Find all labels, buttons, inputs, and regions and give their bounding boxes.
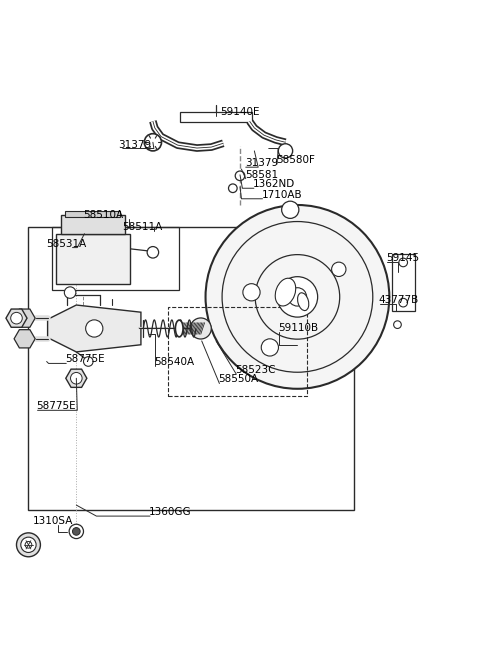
Text: 31379: 31379 [118, 140, 151, 150]
Polygon shape [66, 369, 87, 388]
Text: 58775E: 58775E [65, 354, 105, 364]
Polygon shape [392, 254, 415, 311]
Circle shape [69, 524, 84, 539]
Text: 59145: 59145 [386, 253, 419, 263]
Bar [180, 112, 252, 122]
Text: 43777B: 43777B [379, 295, 419, 305]
Circle shape [278, 144, 293, 158]
Text: 58511A: 58511A [122, 222, 162, 232]
Ellipse shape [275, 278, 296, 306]
Polygon shape [14, 309, 35, 327]
Text: 1310SA: 1310SA [33, 516, 73, 526]
Bar [28, 228, 354, 510]
Bar [168, 308, 307, 396]
Circle shape [147, 247, 158, 258]
Circle shape [16, 533, 40, 557]
Bar [65, 211, 120, 217]
Text: 58581: 58581 [245, 170, 278, 180]
Circle shape [190, 318, 211, 339]
Polygon shape [48, 305, 141, 352]
Text: 58510A: 58510A [84, 210, 124, 220]
Text: 1360GG: 1360GG [149, 507, 192, 517]
Ellipse shape [298, 293, 309, 310]
Circle shape [85, 320, 103, 337]
Circle shape [243, 283, 260, 301]
Text: 58540A: 58540A [154, 358, 194, 367]
Text: 58550A: 58550A [218, 375, 259, 384]
Circle shape [332, 262, 346, 276]
Text: 1362ND: 1362ND [253, 179, 295, 189]
Text: 58580F: 58580F [276, 155, 315, 165]
Circle shape [277, 277, 318, 317]
Circle shape [71, 373, 82, 384]
Text: 59140E: 59140E [220, 108, 260, 117]
Bar [56, 234, 130, 284]
Circle shape [64, 287, 76, 298]
Circle shape [282, 201, 299, 218]
Text: 59110B: 59110B [278, 323, 318, 333]
Circle shape [228, 184, 237, 193]
Polygon shape [6, 309, 27, 327]
Circle shape [288, 288, 307, 306]
Circle shape [261, 338, 278, 356]
Bar [52, 228, 179, 290]
Circle shape [21, 537, 36, 552]
Circle shape [205, 205, 389, 389]
Text: 1710AB: 1710AB [262, 190, 302, 199]
Text: 31379: 31379 [245, 158, 278, 168]
Text: 58775E: 58775E [36, 401, 76, 411]
Ellipse shape [175, 320, 183, 337]
Circle shape [11, 312, 22, 324]
Text: 58523C: 58523C [235, 365, 276, 375]
Circle shape [72, 527, 80, 535]
Text: 58531A: 58531A [46, 239, 86, 249]
Polygon shape [14, 330, 35, 348]
Circle shape [144, 134, 161, 151]
Bar [60, 215, 125, 234]
Circle shape [84, 357, 93, 366]
Circle shape [235, 171, 245, 180]
